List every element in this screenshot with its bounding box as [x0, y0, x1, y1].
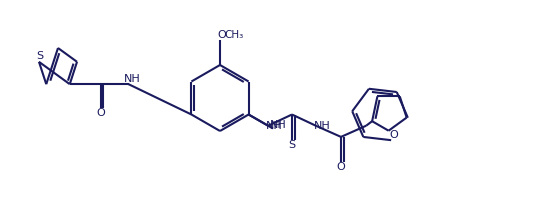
Text: CH₃: CH₃: [225, 30, 244, 40]
Text: S: S: [36, 51, 44, 61]
Text: O: O: [389, 130, 398, 140]
Text: O: O: [218, 30, 226, 40]
Text: NH: NH: [313, 121, 330, 131]
Text: S: S: [288, 140, 295, 150]
Text: NH: NH: [266, 121, 282, 131]
Text: O: O: [336, 162, 346, 172]
Text: O: O: [96, 108, 105, 118]
Text: NH: NH: [124, 74, 141, 84]
Text: NH: NH: [269, 120, 286, 130]
